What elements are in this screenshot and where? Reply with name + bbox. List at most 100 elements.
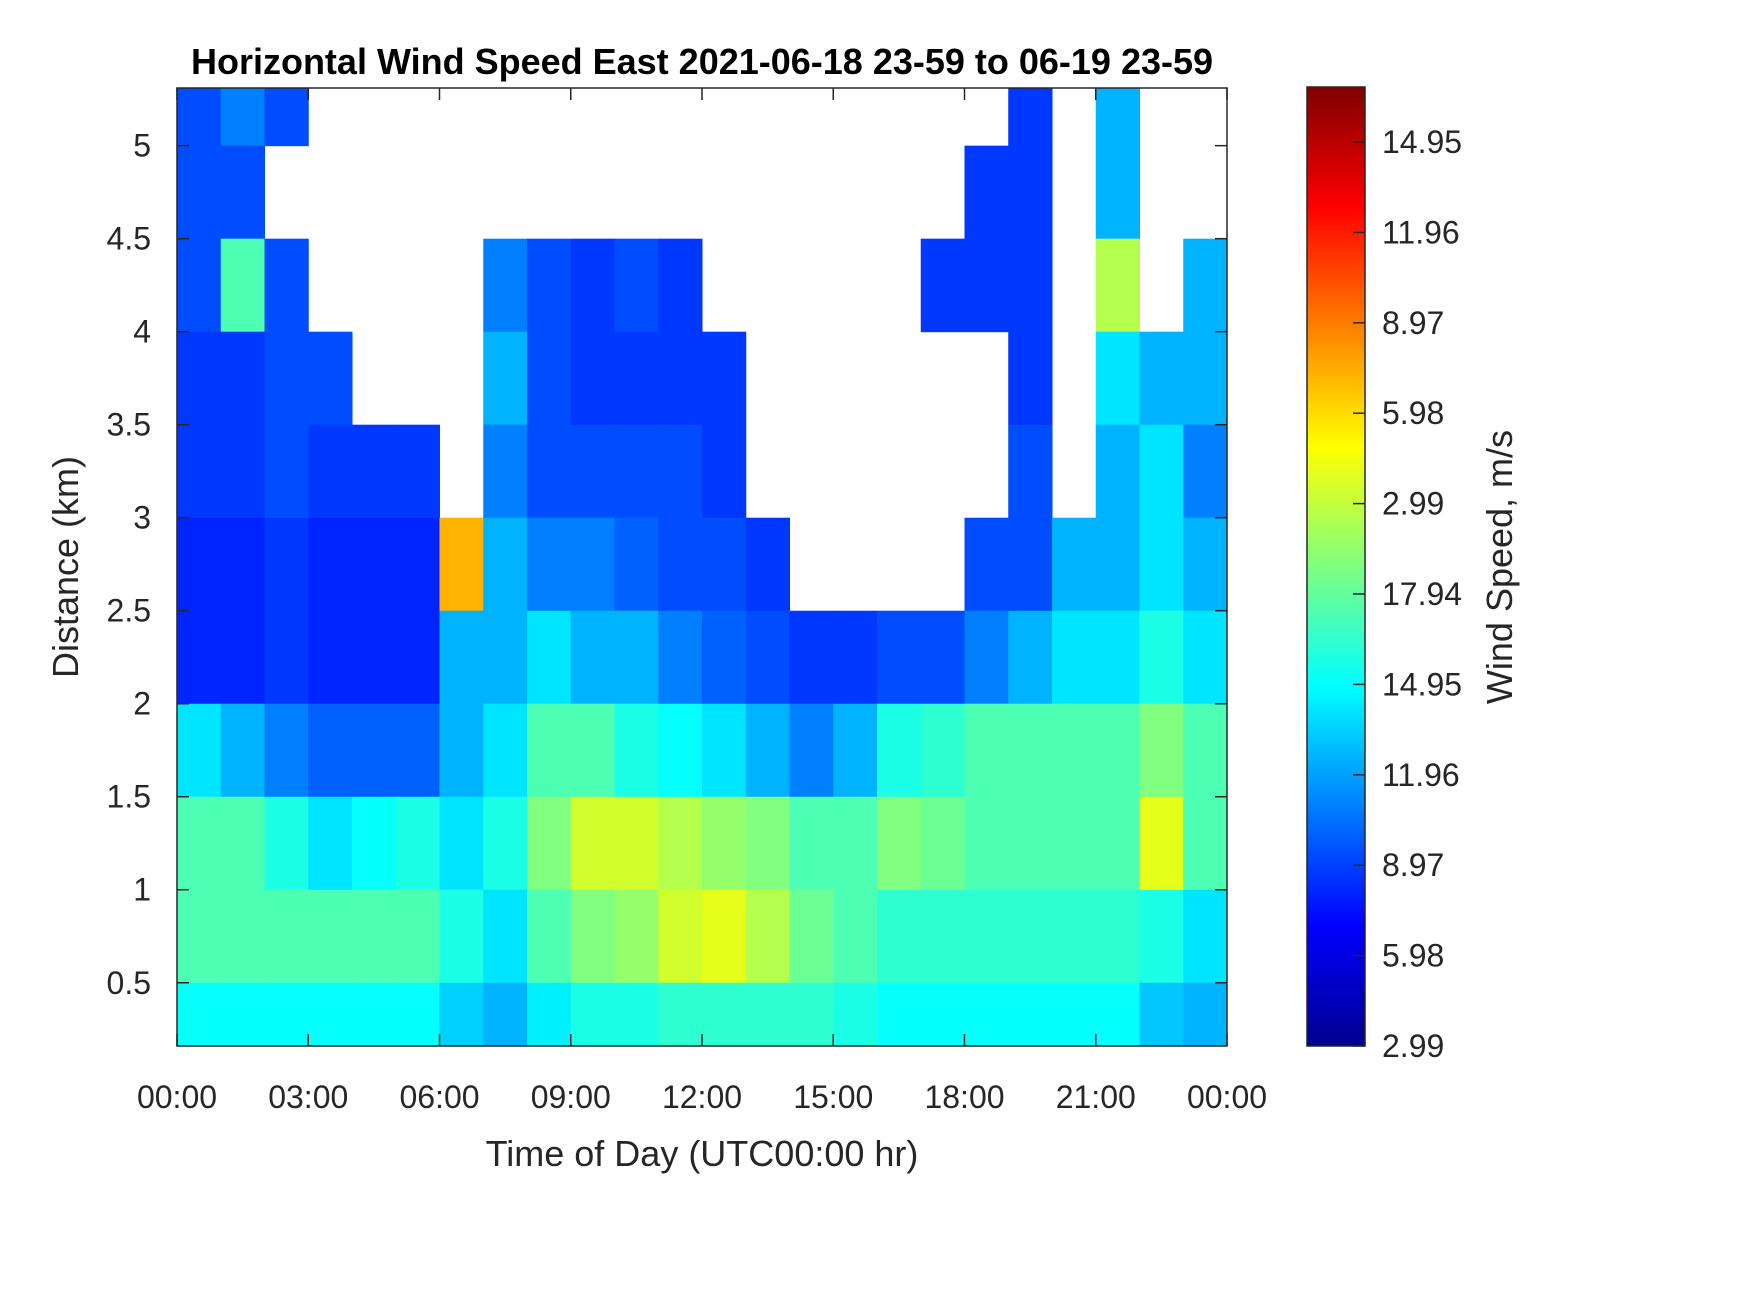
heatmap-cell <box>395 796 440 891</box>
heatmap-cell <box>833 703 878 798</box>
x-tick-label: 03:00 <box>268 1079 348 1115</box>
colorbar-tick-label: 11.96 <box>1382 757 1460 793</box>
y-axis: 0.5 1 1.5 2 2.5 3 3.5 4 4.5 5 <box>107 128 1227 1001</box>
heatmap-cell <box>570 331 615 426</box>
heatmap-cell <box>570 238 615 333</box>
heatmap-cell <box>745 703 790 798</box>
heatmap-cell <box>352 703 397 798</box>
heatmap-cell <box>789 610 834 705</box>
colorbar-tick-label: 8.97 <box>1382 305 1444 341</box>
heatmap-cell <box>527 982 572 1047</box>
heatmap-cell <box>1183 796 1228 891</box>
heatmap-cell <box>177 238 222 333</box>
heatmap-cell <box>1008 703 1053 798</box>
heatmap-cell <box>395 703 440 798</box>
heatmap-cell <box>439 796 484 891</box>
heatmap-cell <box>264 88 309 147</box>
heatmap-cell <box>614 703 659 798</box>
heatmap-cell <box>1008 889 1053 984</box>
heatmap-cell <box>527 331 572 426</box>
heatmap-cell <box>920 238 965 333</box>
heatmap-cell <box>570 703 615 798</box>
heatmap-cell <box>352 610 397 705</box>
heatmap-cell <box>1183 889 1228 984</box>
heatmap-cell <box>702 610 747 705</box>
heatmap-cell <box>220 517 265 612</box>
heatmap-cell <box>483 517 528 612</box>
heatmap-cell <box>702 424 747 519</box>
heatmap-cell <box>308 796 353 891</box>
heatmap-cell <box>177 610 222 705</box>
heatmap-cell <box>527 238 572 333</box>
heatmap-cell <box>702 331 747 426</box>
heatmap-cell <box>1008 982 1053 1047</box>
heatmap-cell <box>308 331 353 426</box>
heatmap-cell <box>352 796 397 891</box>
heatmap-cell <box>1139 610 1184 705</box>
y-tick-label: 1.5 <box>107 779 151 815</box>
heatmap-cell <box>964 982 1009 1047</box>
heatmap-cell <box>177 889 222 984</box>
heatmap-cell <box>964 238 1009 333</box>
heatmap-cell <box>483 238 528 333</box>
heatmap-cell <box>527 796 572 891</box>
heatmap-cell <box>220 331 265 426</box>
heatmap-cell <box>308 610 353 705</box>
heatmap-cell <box>702 703 747 798</box>
heatmap-cell <box>264 982 309 1047</box>
x-tick-label: 06:00 <box>399 1079 479 1115</box>
heatmap-cell <box>177 796 222 891</box>
heatmap-cell <box>1008 331 1053 426</box>
colorbar-tick-label: 14.95 <box>1382 666 1462 702</box>
heatmap-cell <box>745 610 790 705</box>
heatmap-cell <box>439 889 484 984</box>
heatmap-cell <box>1139 889 1184 984</box>
heatmap-cell <box>1052 889 1097 984</box>
heatmap-cell <box>527 610 572 705</box>
heatmap-cell <box>877 796 922 891</box>
heatmap-cell <box>1139 982 1184 1047</box>
heatmap-cell <box>264 238 309 333</box>
heatmap-cell <box>658 610 703 705</box>
heatmap-cell <box>439 517 484 612</box>
heatmap-cell <box>833 796 878 891</box>
x-tick-label: 18:00 <box>924 1079 1004 1115</box>
heatmap-cell <box>570 982 615 1047</box>
heatmap-cell <box>177 424 222 519</box>
heatmap-cell <box>483 982 528 1047</box>
y-tick-label: 3 <box>133 500 151 536</box>
heatmap-cell <box>745 517 790 612</box>
heatmap-cell <box>352 889 397 984</box>
heatmap-cell <box>789 796 834 891</box>
heatmap-cell <box>920 889 965 984</box>
heatmap-cell <box>1095 703 1140 798</box>
heatmap-cell <box>220 703 265 798</box>
heatmap-cell <box>1139 424 1184 519</box>
heatmap-cell <box>614 889 659 984</box>
heatmap-cell <box>614 796 659 891</box>
heatmap-cell <box>964 889 1009 984</box>
heatmap-cell <box>220 889 265 984</box>
heatmap-cell <box>702 517 747 612</box>
heatmap-cell <box>264 331 309 426</box>
y-tick-label: 0.5 <box>107 965 151 1001</box>
x-axis-label: Time of Day (UTC00:00 hr) <box>486 1133 919 1174</box>
x-tick-label: 21:00 <box>1056 1079 1136 1115</box>
colorbar-tick-label: 2.99 <box>1382 1028 1444 1064</box>
heatmap-cell <box>527 703 572 798</box>
heatmap-cell <box>1095 889 1140 984</box>
heatmap-cell <box>395 889 440 984</box>
y-tick-label: 4 <box>133 314 151 350</box>
heatmap-cell <box>614 424 659 519</box>
heatmap-cell <box>483 331 528 426</box>
heatmap-cell <box>614 982 659 1047</box>
heatmap-cell <box>789 889 834 984</box>
colorbar-tick-label: 14.95 <box>1382 124 1462 160</box>
heatmap-cell <box>702 982 747 1047</box>
heatmap-cell <box>1008 145 1053 240</box>
heatmap-cell <box>395 424 440 519</box>
heatmap-cell <box>177 331 222 426</box>
heatmap-cell <box>264 703 309 798</box>
heatmap-cell <box>789 703 834 798</box>
heatmap-cell <box>920 610 965 705</box>
